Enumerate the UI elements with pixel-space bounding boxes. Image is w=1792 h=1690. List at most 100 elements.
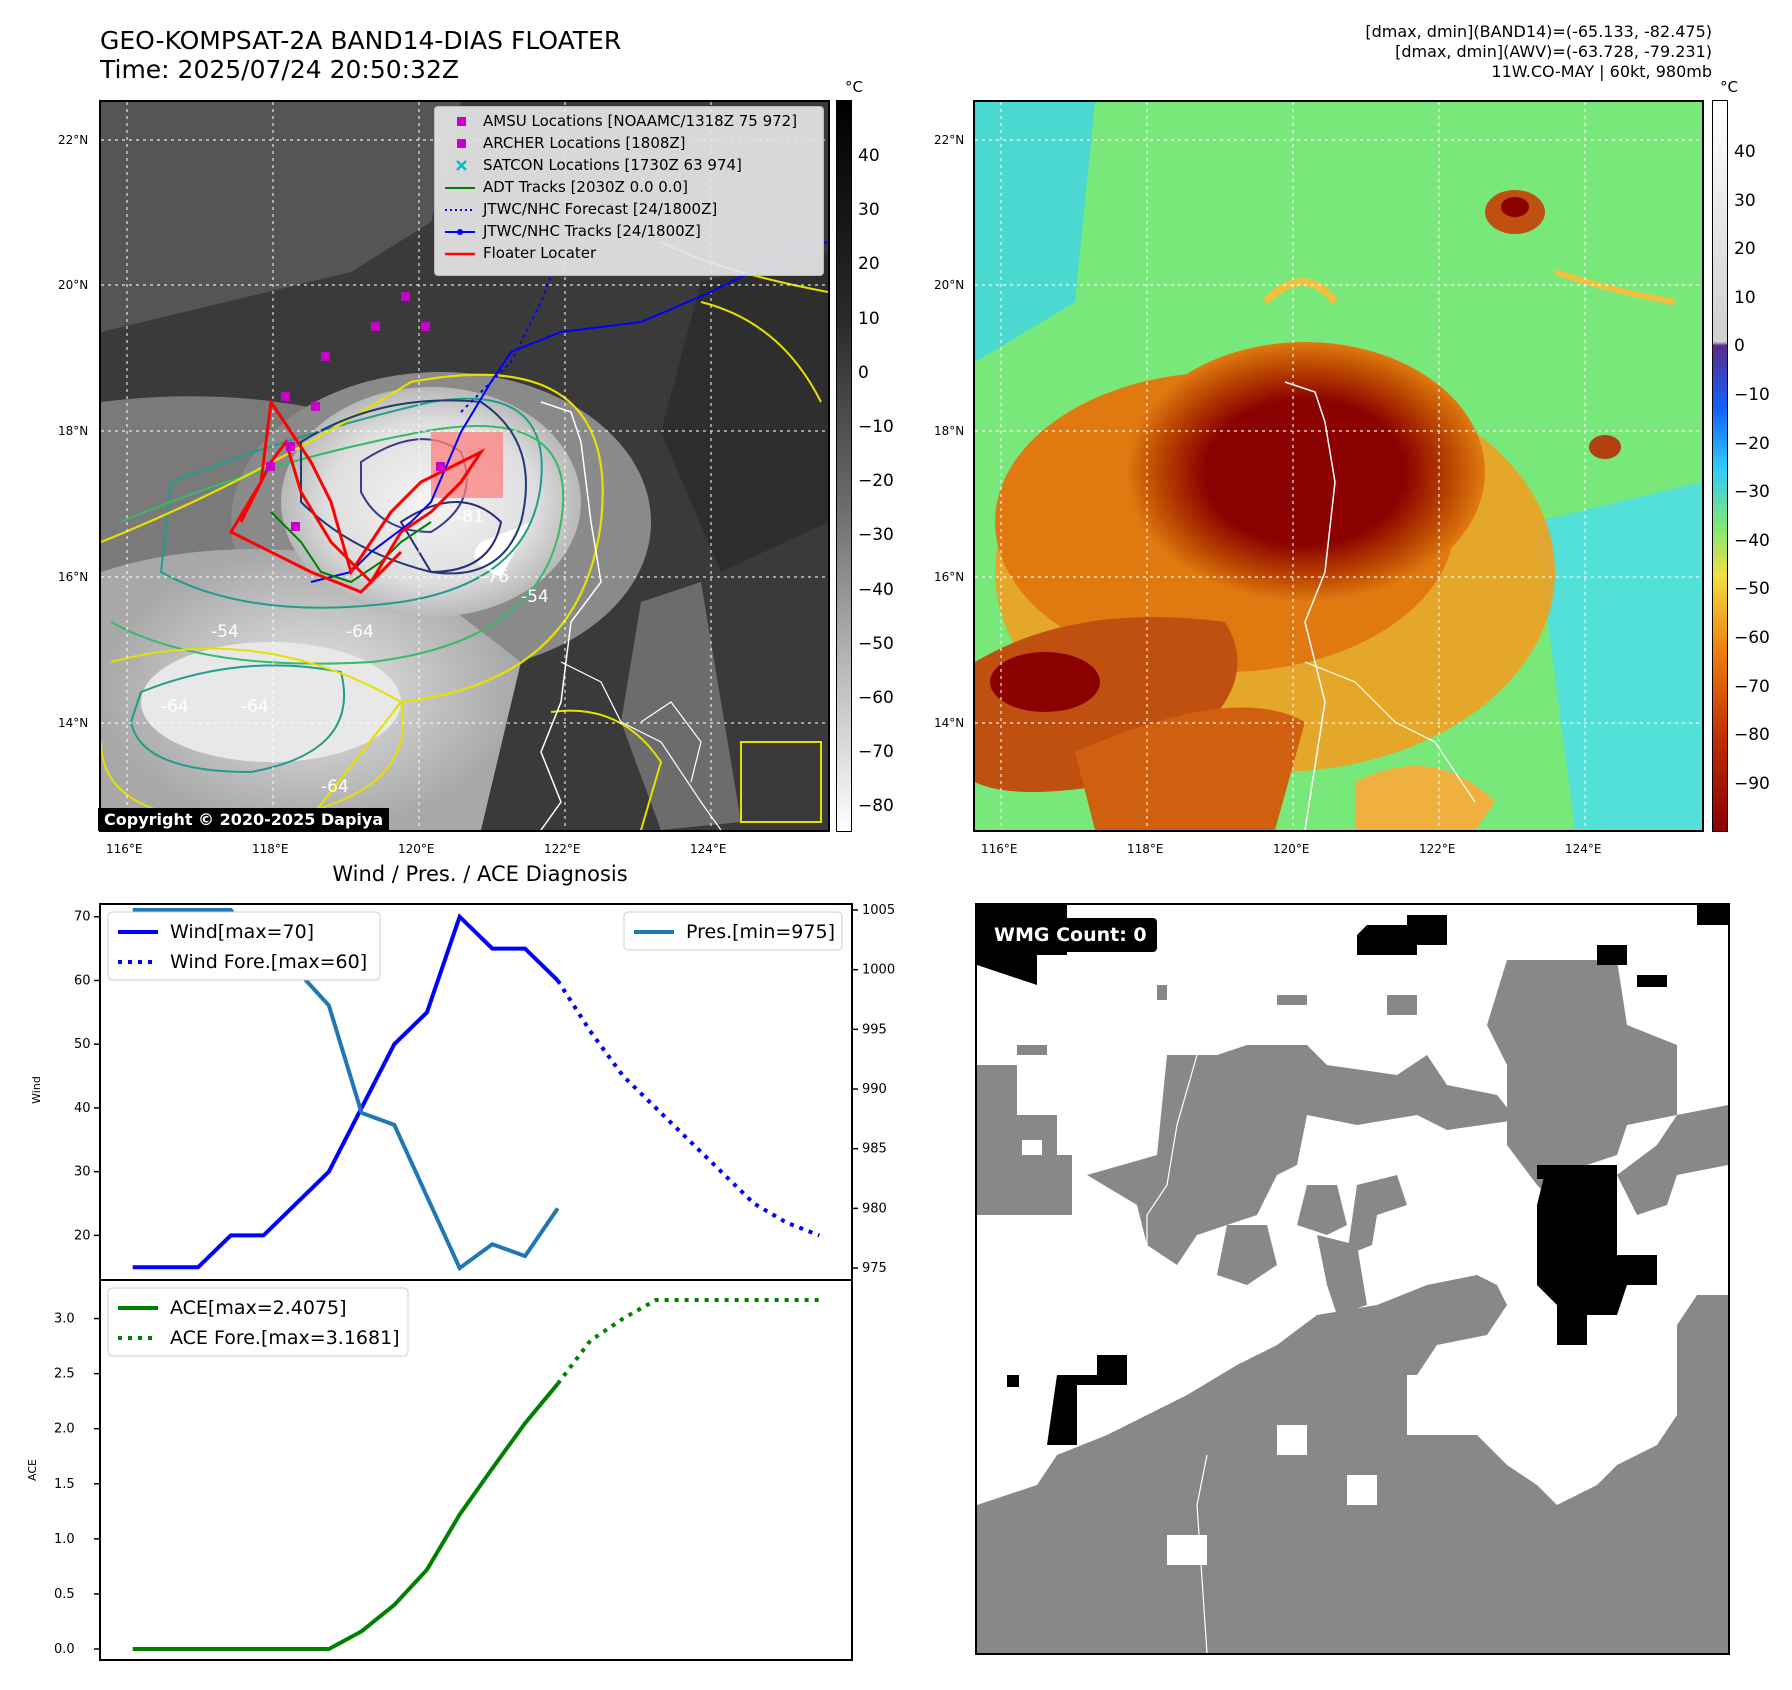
wind-ytick-label: 50: [74, 1037, 91, 1052]
ir-map-panel: -81 -76 -64 -54 -64 -64 -54 -64: [99, 100, 830, 832]
wind-legend-box: [107, 911, 381, 981]
awv-lat-label: 16°N: [934, 570, 965, 584]
ace-ytick-label: 1.5: [54, 1477, 75, 1492]
pres-ytick-label: 995: [862, 1022, 887, 1037]
svg-text:-64: -64: [241, 697, 269, 717]
awv-colorbar-tick: −60: [1734, 628, 1770, 648]
awv-colorbar-tick: −50: [1734, 579, 1770, 600]
svg-text:-64: -64: [346, 622, 374, 642]
svg-text:-81: -81: [456, 507, 484, 527]
ace-legend-box: [107, 1287, 409, 1357]
ir-colorbar-tick: −80: [858, 796, 894, 817]
wmg-map-svg: [977, 905, 1728, 1653]
ir-map-svg: -81 -76 -64 -54 -64 -64 -54 -64: [101, 102, 828, 830]
pres-ytick-label: 975: [862, 1261, 887, 1276]
ace-ytick-label: 0.5: [54, 1587, 75, 1602]
wind-pressure-panel: 20 30 40 50 60 70 975 980 985 990 995 1000 1005 Wind P…: [30, 903, 930, 1281]
ace-ytick-label: 2.0: [54, 1422, 75, 1437]
ir-lat-label: 20°N: [58, 278, 89, 292]
ace-fore-legend-label: ACE Fore.[max=3.1681]: [170, 1327, 400, 1349]
wind-series-line: [132, 913, 560, 1270]
awv-colorbar-tick: 20: [1734, 239, 1756, 260]
ir-colorbar-tick: 0: [858, 362, 869, 383]
svg-text:-54: -54: [521, 587, 549, 607]
ir-colorbar-tick: −20: [858, 471, 894, 492]
awv-lon-label: 124°E: [1565, 842, 1602, 856]
awv-lon-label: 122°E: [1419, 842, 1456, 856]
wmg-panel: [975, 903, 1730, 1655]
ir-lon-label: 122°E: [544, 842, 581, 856]
ir-colorbar-tick: −70: [858, 742, 894, 763]
awv-colorbar: [1712, 100, 1728, 832]
ir-lat-label: 22°N: [58, 133, 89, 147]
band14-stats: [dmax, dmin](BAND14)=(-65.133, -82.475): [1365, 22, 1712, 41]
ace-ytick-label: 0.0: [54, 1642, 75, 1657]
storm-info: 11W.CO-MAY | 60kt, 980mb: [1491, 62, 1712, 81]
pres-ytick-label: 1005: [862, 903, 895, 918]
ace-axes-frame: [99, 1279, 853, 1661]
ace-series-line: [132, 1382, 560, 1651]
awv-colorbar-tick: 0: [1734, 336, 1745, 357]
ir-colorbar-tick: −50: [858, 633, 894, 654]
ir-colorbar-unit: °C: [845, 78, 863, 96]
awv-lon-label: 116°E: [981, 842, 1018, 856]
jtwc-forecast-track: [460, 221, 572, 413]
pres-ytick-label: 985: [862, 1142, 887, 1157]
wind-ytick-label: 20: [74, 1228, 91, 1243]
awv-map-panel: [973, 100, 1704, 832]
ir-lon-label: 124°E: [690, 842, 727, 856]
wmg-gray-regions: [977, 960, 1728, 1653]
floater-locater-track: [228, 397, 486, 594]
wind-ytick-label: 30: [74, 1165, 91, 1180]
awv-colorbar-unit: °C: [1720, 78, 1738, 96]
awv-colorbar-tick: −30: [1734, 482, 1770, 503]
awv-colorbar-tick: 30: [1734, 190, 1756, 211]
amsu-archer-points: [266, 292, 445, 531]
ir-lat-label: 16°N: [58, 570, 89, 584]
svg-text:-64: -64: [161, 697, 189, 717]
pres-ytick-label: 990: [862, 1082, 887, 1097]
awv-colorbar-tick: −80: [1734, 725, 1770, 746]
diagnosis-title: Wind / Pres. / ACE Diagnosis: [332, 862, 628, 886]
awv-stats: [dmax, dmin](AWV)=(-63.728, -79.231): [1395, 42, 1712, 61]
ir-lon-label: 116°E: [106, 842, 143, 856]
ir-colorbar-tick: −40: [858, 579, 894, 600]
jtwc-track: [310, 241, 828, 583]
wind-legend-label: Wind[max=70]: [170, 921, 314, 943]
wind-legend: Wind[max=70] Wind Fore.[max=60]: [107, 911, 381, 981]
ir-lon-label: 118°E: [252, 842, 289, 856]
awv-colorbar-tick: −20: [1734, 433, 1770, 454]
ir-lon-label: 120°E: [398, 842, 435, 856]
awv-lon-label: 118°E: [1127, 842, 1164, 856]
awv-lon-label: 120°E: [1273, 842, 1310, 856]
awv-colorbar-tick: −40: [1734, 530, 1770, 551]
stats-header: [dmax, dmin](BAND14)=(-65.133, -82.475) …: [1365, 22, 1712, 82]
pressure-legend-box: [623, 911, 843, 951]
awv-colorbar-tick: 10: [1734, 287, 1756, 308]
pres-ytick-label: 980: [862, 1201, 887, 1216]
wind-ytick-label: 60: [74, 973, 91, 988]
awv-core: [1125, 342, 1485, 602]
pressure-series-line: [132, 907, 560, 1272]
wind-ylabel: Wind: [30, 1076, 43, 1104]
ir-colorbar-tick: 40: [858, 146, 880, 166]
wind-fore-legend-label: Wind Fore.[max=60]: [170, 951, 367, 973]
wind-ytick-label: 40: [74, 1101, 91, 1116]
awv-colorbar-tick: −90: [1734, 773, 1770, 794]
wind-forecast-line: [556, 979, 821, 1238]
awv-lat-label: 18°N: [934, 424, 965, 438]
wind-ytick-label: 70: [74, 910, 91, 925]
awv-graticule: [975, 102, 1702, 830]
awv-colorbar-tick: −10: [1734, 385, 1770, 405]
adt-track: [270, 511, 432, 584]
pressure-legend: Pres.[min=975]: [623, 911, 843, 951]
ace-legend-label: ACE[max=2.4075]: [170, 1297, 347, 1319]
ace-forecast-line: [556, 1298, 820, 1386]
chart-title: GEO-KOMPSAT-2A BAND14-DIAS FLOATER Time:…: [100, 26, 622, 84]
ir-colorbar-tick: −60: [858, 688, 894, 708]
pressure-legend-label: Pres.[min=975]: [686, 921, 835, 943]
ir-colorbar-tick: 10: [858, 308, 880, 329]
awv-lat-label: 14°N: [934, 716, 965, 730]
diagnosis-chart: 20 30 40 50 60 70 975 980 985 990 995 1000 1005 Wind P…: [26, 903, 930, 1661]
ir-colorbar: [836, 100, 852, 832]
